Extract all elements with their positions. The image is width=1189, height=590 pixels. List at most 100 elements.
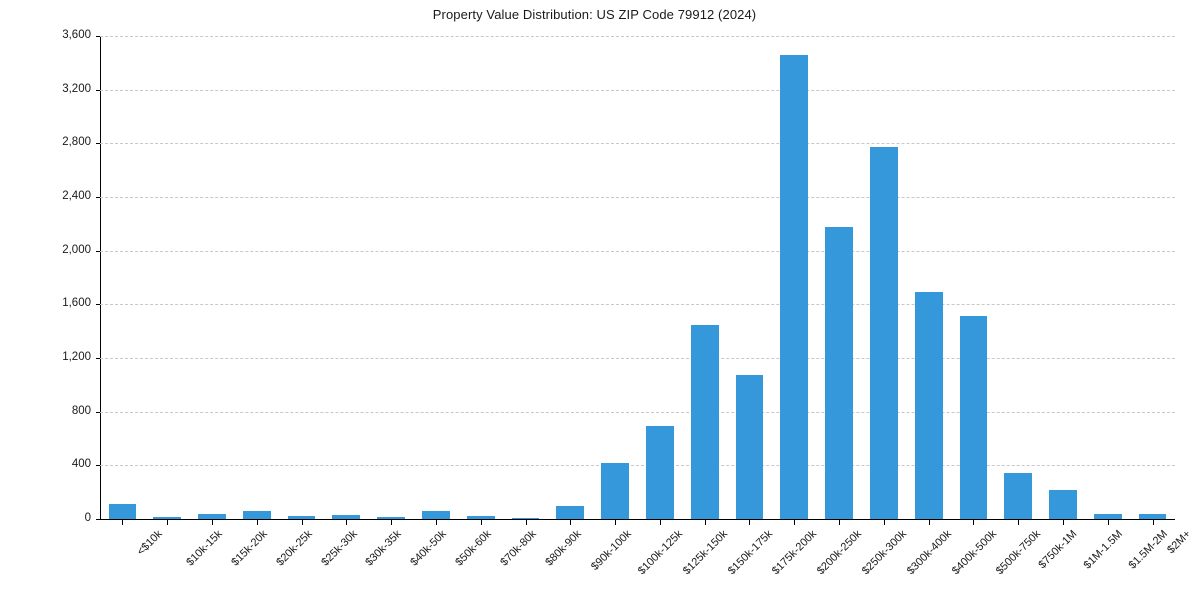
bar	[1093, 514, 1122, 519]
y-gridline	[100, 411, 1175, 413]
bar	[556, 506, 585, 519]
x-tick-label: $400k-500k	[949, 528, 999, 578]
x-tick-mark	[615, 520, 617, 525]
x-tick-label: $15k-20k	[229, 528, 270, 569]
y-tick-label: 0	[84, 512, 91, 524]
bar	[780, 54, 809, 519]
bar	[690, 325, 719, 519]
x-tick-mark	[256, 520, 258, 525]
x-tick-label: $200k-250k	[815, 528, 865, 578]
bar	[959, 316, 988, 519]
y-tick-label: 1,600	[62, 297, 91, 310]
bar	[422, 510, 450, 519]
y-tick-mark	[96, 197, 100, 198]
y-tick-label: 3,200	[62, 82, 91, 95]
y-tick-mark	[96, 250, 100, 252]
x-tick-label: $30k-35k	[363, 528, 405, 569]
bar	[646, 425, 674, 519]
x-tick-label: $40k-50k	[408, 528, 449, 569]
bar	[914, 292, 943, 519]
bar	[1004, 472, 1033, 519]
y-tick-label: 2,400	[62, 190, 91, 202]
x-tick-mark	[122, 520, 124, 525]
x-tick-label: $100k-125k	[635, 528, 686, 578]
x-tick-mark	[346, 520, 348, 525]
x-tick-label: <$10k	[135, 528, 166, 558]
bar	[108, 503, 137, 519]
bar	[242, 510, 271, 519]
y-tick-mark	[96, 143, 100, 145]
x-tick-mark	[391, 520, 393, 525]
y-gridline	[100, 465, 1175, 467]
x-tick-label: $90k-100k	[589, 528, 635, 573]
x-tick-mark	[928, 520, 930, 525]
x-tick-label: $20k-25k	[274, 528, 315, 569]
y-gridline	[100, 89, 1175, 91]
x-tick-label: $500k-750k	[994, 528, 1044, 578]
y-gridline	[100, 250, 1175, 252]
bar	[1138, 514, 1167, 519]
x-tick-mark	[301, 520, 303, 525]
x-tick-mark	[973, 520, 975, 525]
y-tick-label: 2,000	[62, 243, 91, 256]
x-tick-label: $250k-300k	[859, 528, 910, 578]
y-tick-label: 2,800	[62, 136, 91, 149]
y-tick-mark	[96, 465, 100, 467]
bar	[153, 517, 182, 519]
y-gridline	[100, 304, 1175, 306]
bar	[735, 374, 764, 519]
x-tick-mark	[211, 520, 213, 525]
y-gridline	[100, 197, 1175, 198]
x-tick-mark	[1152, 520, 1154, 525]
x-tick-mark	[480, 520, 482, 525]
x-tick-mark	[839, 520, 841, 525]
x-tick-label: $300k-400k	[904, 528, 954, 578]
bar	[869, 147, 898, 519]
y-tick-mark	[96, 304, 100, 306]
x-tick-label: $25k-30k	[318, 528, 360, 569]
y-gridline	[100, 358, 1175, 359]
x-tick-mark	[659, 520, 661, 525]
y-tick-mark	[96, 519, 100, 520]
x-tick-label: $150k-175k	[725, 528, 775, 578]
bar	[601, 463, 629, 519]
x-tick-mark	[794, 520, 796, 525]
y-gridline	[100, 143, 1175, 145]
bar	[332, 514, 361, 519]
x-tick-label: $80k-90k	[542, 528, 584, 569]
bar	[825, 227, 853, 519]
x-tick-label: $50k-60k	[453, 528, 494, 569]
plot-area	[100, 36, 1175, 519]
bar	[377, 516, 406, 519]
y-gridline	[100, 36, 1175, 37]
bar	[466, 516, 495, 519]
y-tick-label: 1,200	[62, 351, 91, 363]
x-tick-label: $10k-15k	[184, 528, 225, 569]
y-axis-line	[100, 36, 101, 520]
x-tick-mark	[167, 520, 169, 525]
x-tick-label: $2M+	[1164, 528, 1189, 557]
bar	[1049, 490, 1077, 519]
bar	[198, 513, 226, 519]
y-tick-mark	[96, 411, 100, 413]
y-tick-mark	[96, 36, 100, 37]
x-tick-mark	[749, 520, 751, 525]
y-tick-label: 800	[71, 404, 91, 417]
x-tick-mark	[1018, 520, 1020, 525]
chart-title: Property Value Distribution: US ZIP Code…	[432, 7, 757, 22]
y-tick-label: 3,600	[62, 29, 91, 41]
x-axis-line	[100, 519, 1175, 520]
x-tick-mark	[570, 520, 572, 525]
x-tick-label: $175k-200k	[770, 528, 820, 578]
x-tick-mark	[1063, 520, 1065, 525]
x-tick-mark	[1107, 520, 1109, 525]
x-tick-mark	[704, 520, 706, 525]
x-tick-label: $70k-80k	[497, 528, 539, 569]
x-tick-label: $1.5M-2M	[1126, 528, 1170, 572]
bar	[511, 517, 540, 519]
x-tick-mark	[525, 520, 527, 525]
x-tick-mark	[435, 520, 437, 525]
x-tick-mark	[883, 520, 885, 525]
y-tick-mark	[96, 358, 100, 359]
